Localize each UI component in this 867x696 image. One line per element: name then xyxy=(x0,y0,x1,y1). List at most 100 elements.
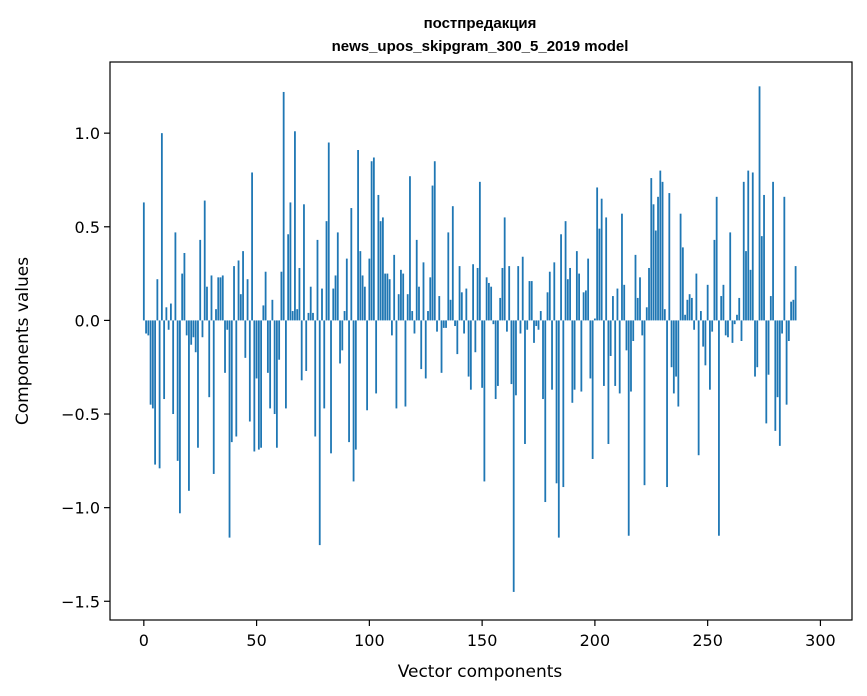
bar xyxy=(183,252,186,321)
bar xyxy=(767,320,770,375)
bar xyxy=(787,320,790,341)
bar xyxy=(621,213,623,321)
bar xyxy=(512,320,515,592)
bar xyxy=(156,279,159,321)
bar xyxy=(564,221,567,321)
bar xyxy=(702,320,705,347)
bar xyxy=(492,320,495,325)
bar xyxy=(300,320,303,381)
bar xyxy=(264,271,267,321)
bar xyxy=(275,320,278,448)
bar xyxy=(641,320,644,336)
bar xyxy=(379,221,382,321)
bar xyxy=(648,267,650,321)
bar xyxy=(783,196,786,321)
bar xyxy=(533,320,535,343)
bar xyxy=(460,292,463,321)
x-axis-ticks: 0 50 100 150 200 250 300 xyxy=(139,620,836,650)
bar xyxy=(738,297,741,321)
bar xyxy=(643,320,646,486)
bar xyxy=(657,196,659,321)
bar xyxy=(778,320,781,446)
bar xyxy=(763,194,765,321)
bar xyxy=(266,320,269,373)
bar xyxy=(366,320,368,411)
bar xyxy=(731,320,734,343)
bar xyxy=(483,320,486,482)
bar xyxy=(623,284,626,321)
bar xyxy=(580,320,583,392)
bar xyxy=(244,320,247,358)
bar xyxy=(742,181,745,321)
bar xyxy=(487,282,490,321)
bar xyxy=(228,320,231,538)
bar xyxy=(411,311,414,321)
bar xyxy=(634,254,637,321)
bar xyxy=(208,320,211,398)
bar xyxy=(341,320,344,351)
bar xyxy=(467,320,470,377)
bar xyxy=(298,267,301,321)
bar xyxy=(418,286,420,321)
bar xyxy=(345,258,348,321)
y-axis-ticks: −1.5 −1.0 −0.5 0.0 0.5 1.0 xyxy=(61,124,110,611)
bar xyxy=(478,181,481,321)
bar xyxy=(201,320,204,338)
x-tick-label: 250 xyxy=(692,631,723,650)
bar xyxy=(659,170,662,321)
bar xyxy=(494,320,497,400)
bar xyxy=(596,187,599,321)
x-axis-label: Vector components xyxy=(398,662,563,682)
bar xyxy=(458,266,461,321)
bar xyxy=(242,251,244,321)
bar xyxy=(587,258,590,321)
bar xyxy=(327,142,330,321)
bar xyxy=(490,286,493,321)
bar xyxy=(485,277,488,321)
bar xyxy=(627,320,630,536)
bar xyxy=(515,320,517,396)
bar xyxy=(442,320,445,328)
bar xyxy=(609,320,612,356)
bar xyxy=(772,181,774,321)
bar xyxy=(197,320,199,448)
bar xyxy=(654,230,657,321)
bar xyxy=(792,299,795,321)
bar xyxy=(429,277,432,321)
bar xyxy=(307,312,310,321)
bar xyxy=(179,320,181,514)
bar xyxy=(663,309,666,321)
bar xyxy=(463,320,465,334)
bar xyxy=(372,157,375,321)
bar xyxy=(560,234,562,321)
bar xyxy=(260,320,262,448)
bar xyxy=(230,320,233,443)
plot-frame xyxy=(109,61,853,621)
bar xyxy=(519,320,522,334)
bar xyxy=(526,320,529,330)
bar xyxy=(406,294,409,321)
bar xyxy=(363,286,366,321)
bar xyxy=(206,286,208,321)
bar xyxy=(190,320,193,345)
bar xyxy=(438,296,441,321)
bar xyxy=(456,320,459,355)
bar xyxy=(589,320,592,379)
bar xyxy=(508,266,511,321)
bar xyxy=(330,320,332,454)
bar xyxy=(729,232,732,321)
bar xyxy=(607,320,610,444)
bar xyxy=(185,320,188,336)
bar xyxy=(203,200,206,321)
bar xyxy=(451,206,454,321)
bar xyxy=(675,320,677,377)
bar xyxy=(539,311,542,321)
bar xyxy=(481,320,484,388)
bar xyxy=(142,202,145,321)
bar xyxy=(391,320,393,336)
bar xyxy=(375,320,378,394)
bar xyxy=(544,320,547,503)
bar xyxy=(706,284,709,321)
bar xyxy=(181,273,184,321)
